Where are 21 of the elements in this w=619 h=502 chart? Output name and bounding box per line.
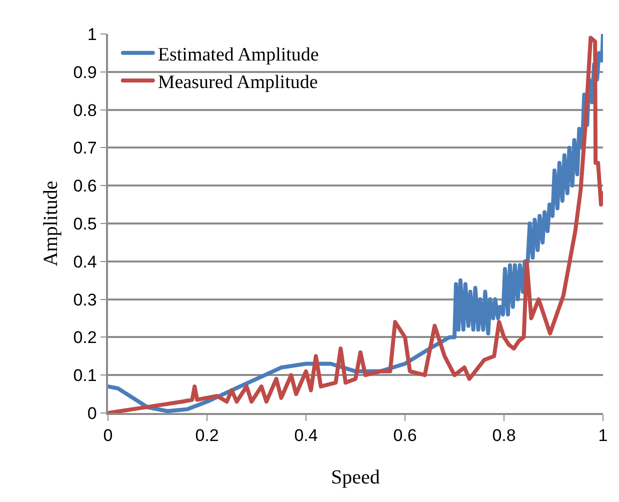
y-axis-title: Amplitude [40,180,62,266]
y-tick-label: 0.4 [73,252,97,272]
y-tick-label: 0.9 [73,62,97,82]
x-tick-label: 1 [598,426,608,446]
x-tick-label: 0.2 [195,426,219,446]
x-tick-label: 0.8 [492,426,516,446]
x-tick-label: 0.6 [393,426,417,446]
y-tick-label: 0.7 [73,138,97,158]
y-tick-label: 0.2 [73,328,97,348]
y-tick-label: 1 [87,24,97,44]
y-tick-label: 0 [87,404,97,423]
y-tick-label: 0.6 [73,176,97,196]
legend-label: Estimated Amplitude [158,44,319,66]
x-axis-title: Speed [331,466,380,488]
legend-label: Measured Amplitude [158,72,318,93]
y-tick-label: 0.3 [73,290,97,310]
x-tick-label: 0 [103,426,113,446]
y-tick-label: 0.8 [73,100,97,120]
y-tick-label: 0.5 [73,214,97,234]
x-tick-label: 0.4 [294,426,318,446]
y-tick-label: 0.1 [73,366,97,386]
